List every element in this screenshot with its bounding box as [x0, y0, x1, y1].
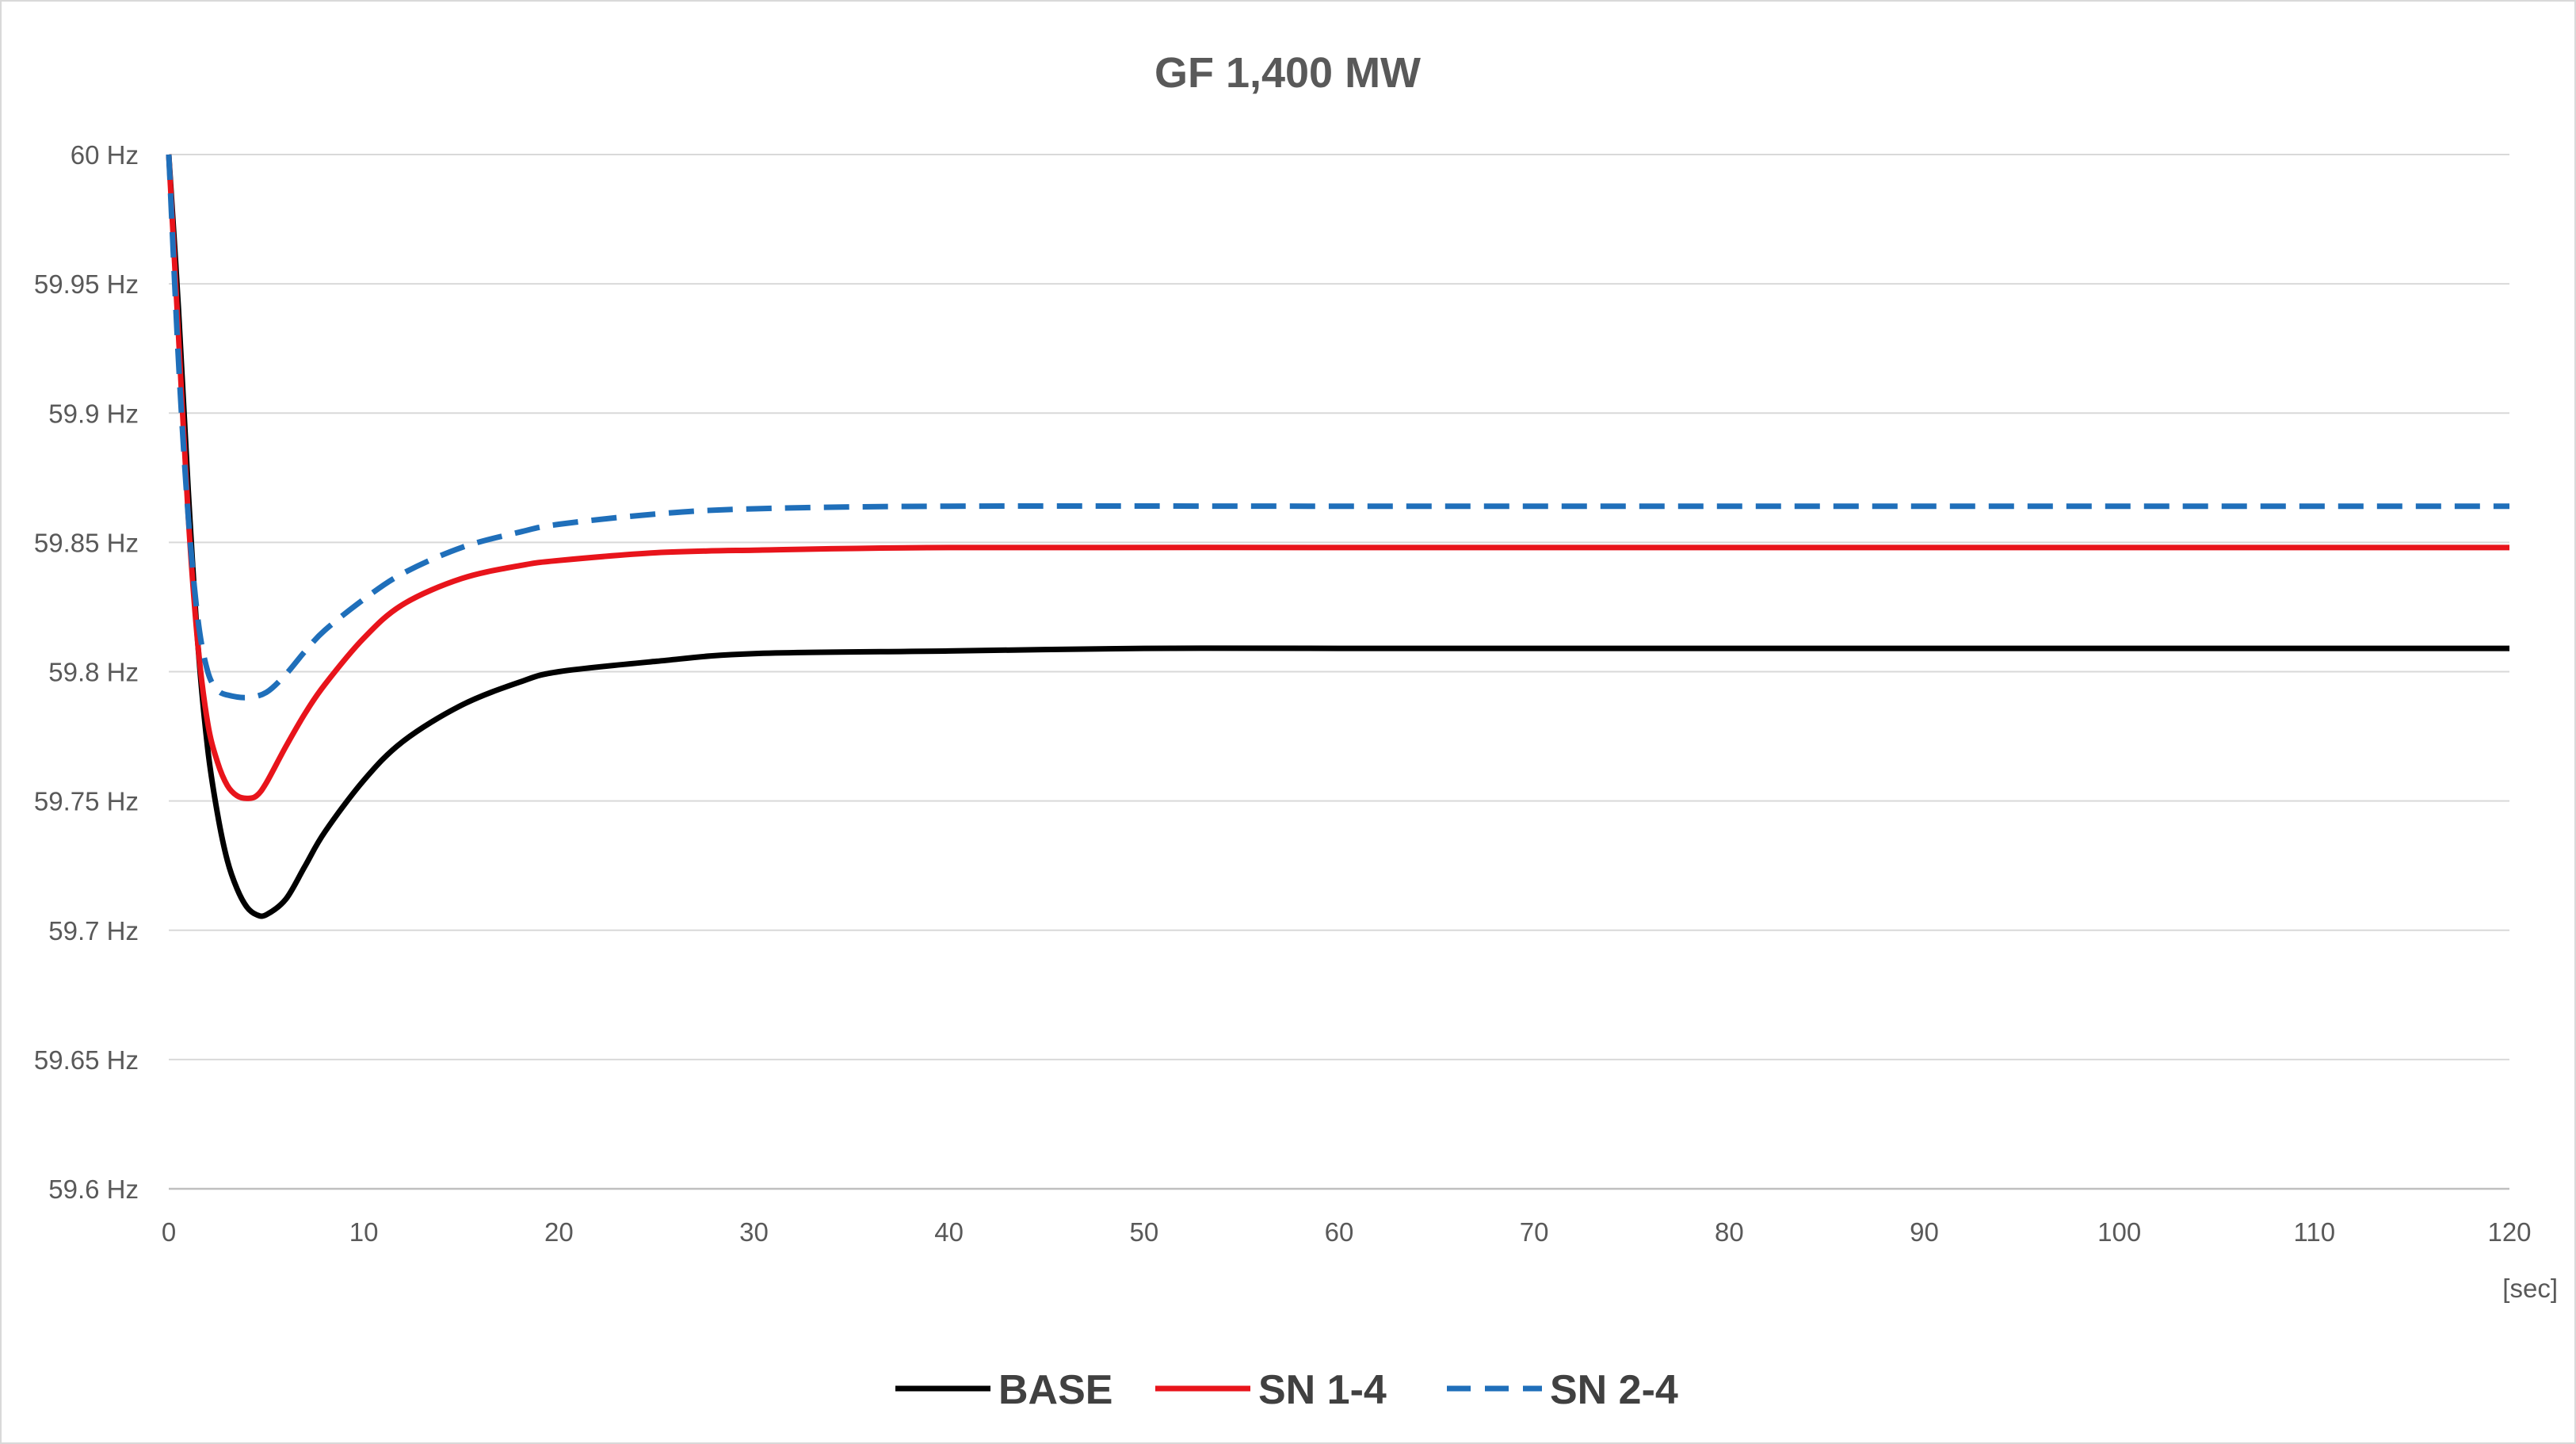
x-tick-label: 0	[162, 1217, 176, 1247]
x-tick-label: 40	[934, 1217, 964, 1247]
x-tick-label: 60	[1325, 1217, 1354, 1247]
legend: BASE SN 1-4 SN 2-4	[895, 1367, 1678, 1413]
y-tick-label: 60 Hz	[71, 140, 139, 170]
x-axis-ticks: 0 10 20 30 40 50 60 70 80 90 100 110 120	[162, 1217, 2532, 1247]
y-tick-label: 59.9 Hz	[48, 399, 139, 428]
y-tick-label: 59.85 Hz	[34, 528, 139, 557]
chart-title: GF 1,400 MW	[1154, 49, 1421, 97]
y-tick-label: 59.65 Hz	[34, 1045, 139, 1075]
y-tick-label: 59.75 Hz	[34, 787, 139, 816]
legend-label: SN 2-4	[1550, 1367, 1678, 1413]
x-axis-unit-label: [sec]	[2502, 1274, 2558, 1303]
x-tick-label: 90	[1910, 1217, 1939, 1247]
x-tick-label: 70	[1520, 1217, 1549, 1247]
legend-label: SN 1-4	[1258, 1367, 1387, 1413]
series-line-sn-2-4	[166, 154, 2509, 701]
legend-label: BASE	[998, 1367, 1112, 1413]
x-tick-label: 80	[1715, 1217, 1744, 1247]
x-tick-label: 20	[544, 1217, 574, 1247]
series-lines	[166, 154, 2509, 919]
x-tick-label: 50	[1129, 1217, 1158, 1247]
series-line-base	[166, 154, 2509, 919]
series-line-sn-1-4	[166, 154, 2509, 801]
y-tick-label: 59.6 Hz	[48, 1175, 139, 1204]
x-tick-label: 30	[739, 1217, 769, 1247]
y-tick-label: 59.8 Hz	[48, 658, 139, 687]
y-tick-label: 59.95 Hz	[34, 269, 139, 299]
x-tick-label: 100	[2097, 1217, 2141, 1247]
x-tick-label: 110	[2294, 1217, 2336, 1247]
y-axis-ticks: 60 Hz 59.95 Hz 59.9 Hz 59.85 Hz 59.8 Hz 59.75…	[34, 140, 139, 1204]
gridlines	[169, 154, 2509, 1190]
x-tick-label: 10	[349, 1217, 379, 1247]
x-tick-label: 120	[2487, 1217, 2531, 1247]
y-tick-label: 59.7 Hz	[48, 916, 139, 945]
